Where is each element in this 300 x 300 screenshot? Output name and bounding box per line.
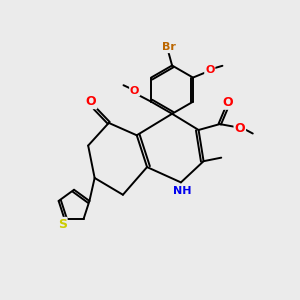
Text: O: O bbox=[235, 122, 245, 135]
Text: O: O bbox=[130, 85, 140, 95]
Text: O: O bbox=[222, 96, 233, 109]
Text: S: S bbox=[58, 218, 67, 231]
Text: NH: NH bbox=[173, 186, 192, 196]
Text: Br: Br bbox=[162, 42, 176, 52]
Text: O: O bbox=[86, 95, 96, 108]
Text: O: O bbox=[205, 64, 214, 75]
